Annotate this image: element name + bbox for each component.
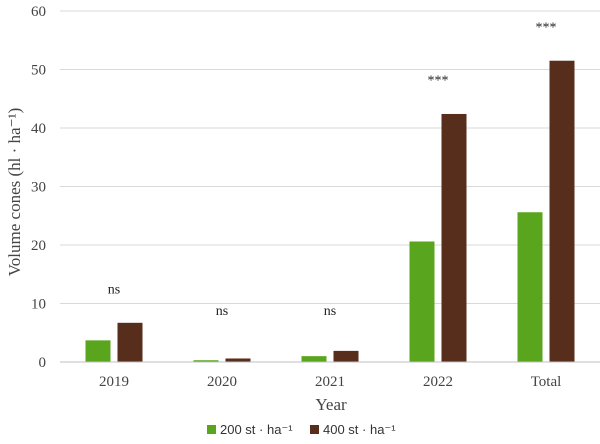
y-tick-label: 30 (31, 180, 46, 196)
gridlines (60, 10, 600, 304)
legend-label: 200 st · ha⁻¹ (220, 422, 293, 437)
x-tick-label: 2021 (315, 374, 345, 390)
bar-series2-2020 (225, 358, 251, 362)
bar-series2-2021 (333, 350, 359, 362)
significance-annotations: ns ns ns *** *** (108, 20, 557, 319)
significance-label: ns (216, 304, 228, 319)
y-tick-label: 60 (31, 4, 46, 20)
y-tick-label: 50 (31, 63, 46, 79)
x-tick-label: 2022 (423, 374, 453, 390)
bar-series2-total (549, 60, 575, 362)
x-axis-title: Year (315, 395, 347, 414)
legend-swatch (207, 425, 216, 434)
significance-label: *** (428, 74, 449, 89)
bar-series1-total (517, 212, 543, 362)
bar-series1-2021 (301, 356, 327, 362)
y-tick-label: 0 (39, 355, 47, 371)
legend: 200 st · ha⁻¹ 400 st · ha⁻¹ (207, 422, 396, 437)
y-axis-ticks: 0 10 20 30 40 50 60 (31, 4, 46, 371)
x-tick-label: Total (531, 374, 562, 390)
x-axis-ticks: 2019 2020 2021 2022 Total (99, 374, 561, 390)
bar-series1-2022 (409, 241, 435, 362)
significance-label: ns (108, 283, 120, 298)
significance-label: ns (324, 304, 336, 319)
x-tick-label: 2019 (99, 374, 129, 390)
legend-label: 400 st · ha⁻¹ (323, 422, 396, 437)
legend-swatch (310, 425, 319, 434)
y-tick-label: 10 (31, 297, 46, 313)
bar-series1-2019 (85, 340, 111, 362)
x-tick-label: 2020 (207, 374, 237, 390)
bar-series1-2020 (193, 360, 219, 362)
bars (85, 60, 575, 363)
bar-series2-2022 (441, 113, 467, 363)
y-axis-title: Volume cones (hl · ha⁻¹) (5, 108, 24, 277)
y-tick-label: 40 (31, 121, 46, 137)
bar-series2-2019 (117, 322, 143, 362)
y-tick-label: 20 (31, 238, 46, 254)
significance-label: *** (536, 20, 557, 35)
